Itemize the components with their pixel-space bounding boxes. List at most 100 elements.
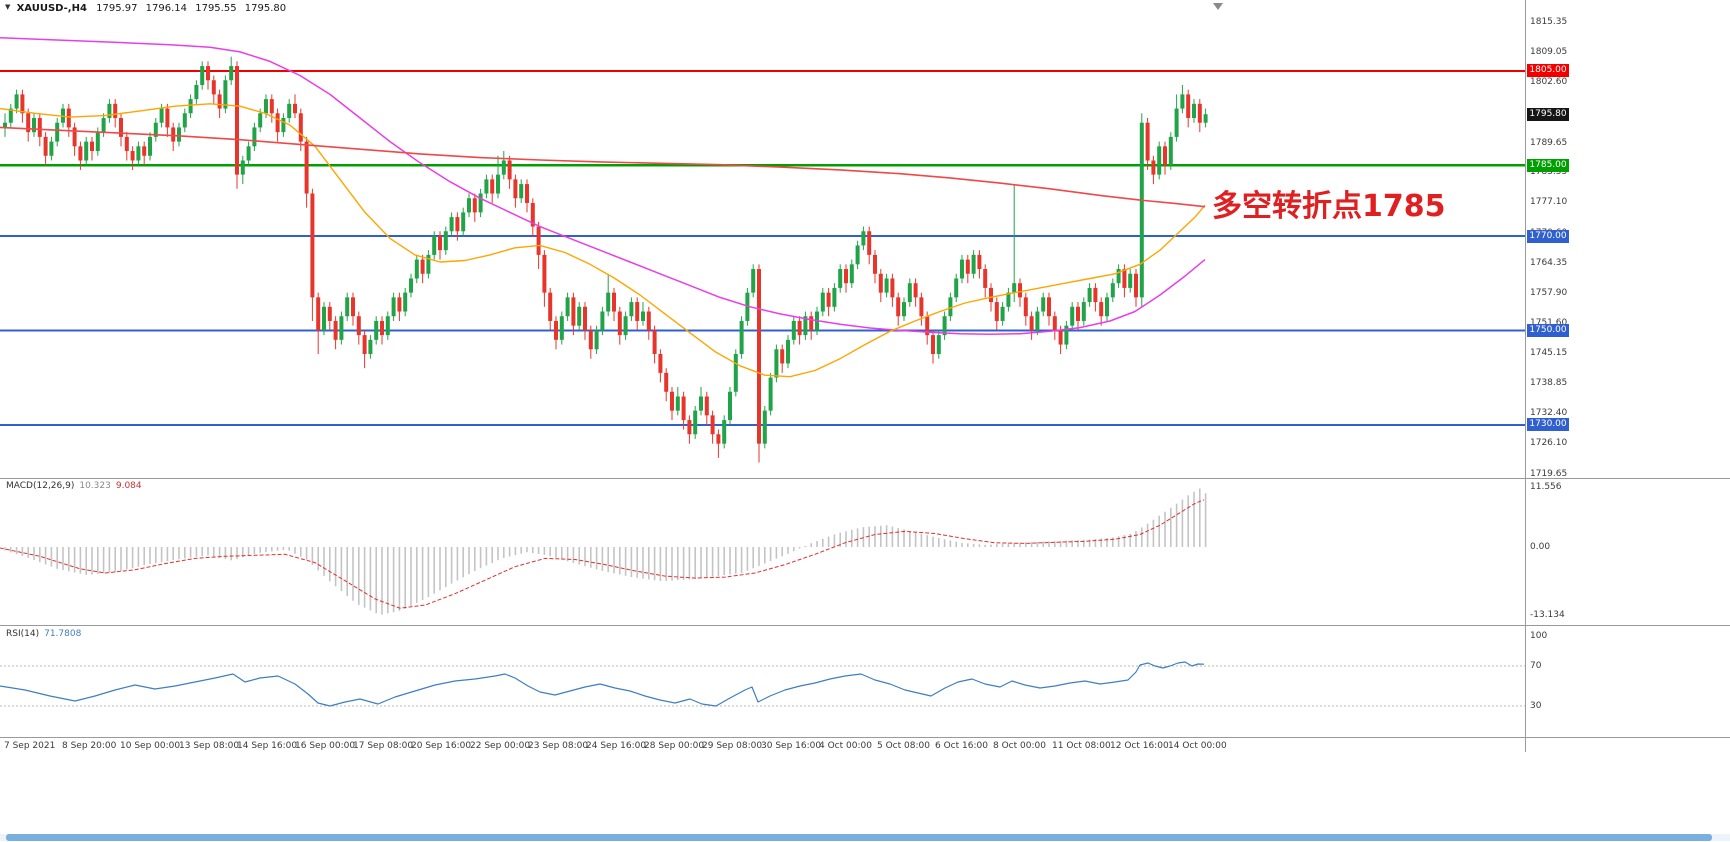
candle-body — [554, 320, 558, 340]
candle-body — [977, 254, 982, 270]
macd-histogram-bar — [120, 547, 122, 571]
price-chart-canvas[interactable] — [0, 0, 1730, 760]
candle-body — [1174, 108, 1179, 137]
time-axis-label: 14 Sep 16:00 — [237, 741, 298, 751]
macd-histogram-bar — [839, 532, 841, 547]
macd-histogram-bar — [619, 547, 621, 575]
candle-body — [240, 160, 245, 175]
symbol-dropdown-icon[interactable]: ▼ — [5, 3, 11, 11]
macd-histogram-bar — [259, 547, 261, 553]
candle-body — [206, 66, 210, 81]
candle-body — [1134, 273, 1138, 298]
candle-body — [664, 372, 669, 392]
macd-histogram-bar — [758, 547, 760, 566]
macd-histogram-bar — [874, 526, 876, 547]
candle-body — [1035, 311, 1040, 331]
candle-body — [1076, 306, 1080, 321]
macd-signal-line — [0, 499, 1205, 609]
candle-body — [310, 193, 315, 298]
macd-histogram-bar — [450, 547, 453, 584]
candle-body — [867, 231, 872, 255]
macd-histogram-bar — [1007, 543, 1010, 547]
candle-body — [397, 297, 402, 312]
candle-body — [844, 269, 848, 284]
macd-histogram-bar — [781, 547, 783, 557]
macd-histogram-bar — [456, 547, 459, 581]
macd-histogram-bar — [253, 547, 256, 554]
macd-histogram-bar — [91, 547, 93, 575]
candle-body — [820, 292, 825, 312]
rsi-axis-label: 70 — [1530, 661, 1542, 671]
macd-histogram-bar — [520, 547, 522, 554]
candle-body — [1186, 94, 1191, 118]
macd-histogram-bar — [926, 535, 928, 547]
candle-body — [194, 84, 199, 100]
macd-histogram-bar — [218, 547, 221, 558]
candle-body — [188, 99, 193, 114]
macd-histogram-bar — [73, 547, 76, 573]
candle-body — [873, 254, 877, 274]
rsi-axis-label: 100 — [1530, 631, 1548, 641]
time-axis-label: 13 Sep 08:00 — [179, 741, 240, 751]
price-axis-label: 1738.85 — [1530, 378, 1568, 388]
candle-body — [809, 316, 814, 331]
candle-body — [960, 259, 964, 279]
candle-body — [124, 136, 129, 152]
macd-histogram-bar — [172, 547, 174, 561]
macd-histogram-bar — [311, 547, 314, 566]
horizontal-scrollbar[interactable] — [0, 834, 1730, 841]
candle-body — [1058, 330, 1063, 345]
macd-histogram-bar — [996, 544, 998, 547]
macd-histogram-bar — [665, 547, 667, 581]
candle-body — [606, 292, 611, 312]
price-axis-label: 1757.90 — [1530, 288, 1568, 298]
candle-body — [455, 217, 460, 232]
macd-histogram-bar — [39, 547, 41, 563]
macd-histogram-bar — [276, 547, 279, 551]
candle-body — [681, 396, 686, 421]
price-badge-support-line: 1750.00 — [1527, 324, 1569, 337]
macd-histogram-bar — [247, 547, 250, 556]
macd-histogram-bar — [572, 547, 575, 563]
candle-body — [1116, 269, 1121, 284]
chart-shift-marker-icon[interactable] — [1213, 3, 1223, 10]
macd-histogram-bar — [358, 547, 360, 605]
macd-histogram-bar — [630, 547, 633, 577]
candle-body — [641, 311, 645, 321]
macd-histogram-bar — [421, 547, 424, 601]
candle-body — [739, 320, 744, 354]
macd-histogram-bar — [740, 547, 743, 573]
candle-body — [438, 236, 442, 251]
macd-histogram-bar — [1146, 523, 1149, 547]
price-axis-label: 1783.55 — [1530, 167, 1568, 177]
scrollbar-thumb[interactable] — [6, 834, 1712, 841]
candle-body — [878, 273, 883, 293]
macd-histogram-bar — [1164, 511, 1166, 547]
candle-body — [670, 391, 674, 411]
macd-histogram-bar — [601, 547, 604, 571]
macd-histogram-bar — [1170, 507, 1172, 547]
candle-body — [826, 292, 831, 307]
macd-histogram-bar — [717, 547, 720, 576]
candle-body — [223, 80, 228, 109]
macd-histogram-bar — [1059, 540, 1062, 547]
macd-histogram-bar — [189, 547, 192, 558]
candle-body — [252, 127, 257, 147]
candle-body — [1145, 122, 1150, 161]
macd-histogram-bar — [532, 547, 534, 554]
candle-body — [768, 377, 773, 411]
candle-body — [113, 103, 118, 118]
macd-histogram-bar — [352, 547, 354, 601]
candle-body — [235, 66, 239, 175]
macd-histogram-bar — [236, 547, 238, 560]
candle-body — [287, 103, 292, 118]
candle-body — [583, 306, 587, 331]
ohlc-close: 1795.80 — [244, 3, 287, 14]
candle-body — [780, 349, 785, 364]
macd-histogram-bar — [862, 527, 865, 547]
macd-histogram-bar — [735, 547, 737, 574]
candle-body — [577, 306, 582, 326]
candle-body — [119, 118, 123, 137]
macd-histogram-bar — [642, 547, 644, 579]
candle-body — [675, 396, 680, 411]
